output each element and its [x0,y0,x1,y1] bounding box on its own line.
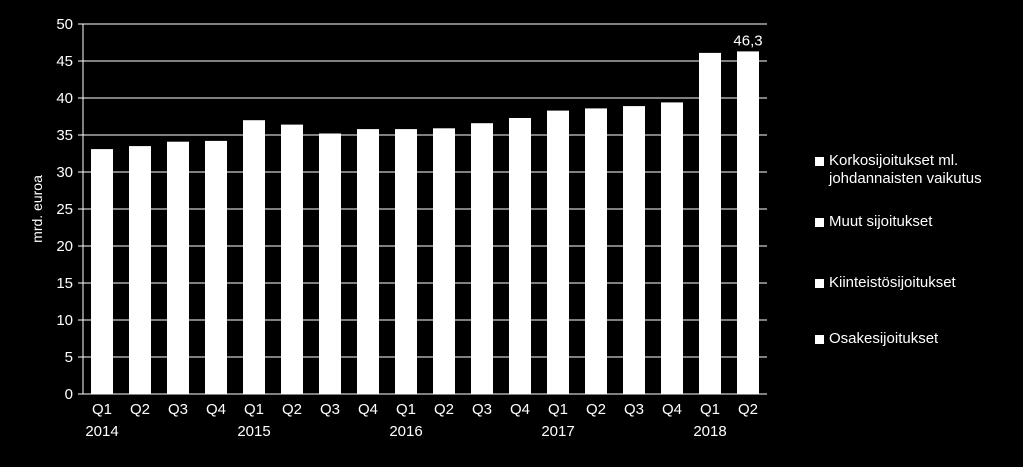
legend-swatch [815,335,824,344]
y-tick-label: 40 [56,90,73,107]
x-axis: Q1 Q2 Q3 Q4 Q1 Q2 Q3 Q4 Q1 Q2 Q3 Q4 Q1 Q2 Q3 Q4 Q1 Q2 2014… [83,393,767,440]
data-labels: 46,3 [733,32,762,49]
y-tick-label: 50 [56,16,73,33]
bar [509,118,531,394]
y-tick-label: 25 [56,201,73,218]
x-tick-label: Q2 [586,401,606,418]
y-tick-label: 5 [65,349,73,366]
bar [395,129,417,394]
bars [91,51,759,395]
bar [471,123,493,394]
legend-label: Osakesijoitukset [829,330,939,347]
x-tick-label: Q1 [396,401,416,418]
x-year-label: 2014 [85,423,118,440]
legend-swatch [815,279,824,288]
bar [737,51,759,395]
y-axis-label: mrd. euroa [29,175,45,243]
legend-label: Muut sijoitukset [829,213,933,230]
x-tick-label: Q2 [434,401,454,418]
x-tick-label: Q3 [624,401,644,418]
x-year-label: 2016 [389,423,422,440]
x-tick-label: Q2 [738,401,758,418]
x-tick-label: Q1 [548,401,568,418]
bar [623,106,645,394]
gridlines [83,23,767,395]
y-tick-label: 0 [65,386,73,403]
y-tick-label: 10 [56,312,73,329]
legend-label: Korkosijoitukset ml. johdannaisten vaiku… [829,152,982,188]
bar [243,120,265,394]
x-tick-label: Q1 [700,401,720,418]
bar [319,133,341,394]
legend-label: Kiinteistösijoitukset [829,274,956,291]
x-tick-label: Q2 [282,401,302,418]
y-tick-label: 15 [56,275,73,292]
legend-label-line: johdannaisten vaikutus [829,170,982,187]
y-tick-label: 45 [56,53,73,70]
x-tick-label: Q2 [130,401,150,418]
x-year-label: 2015 [237,423,270,440]
bar [167,141,189,394]
bar [357,129,379,394]
x-tick-label: Q1 [244,401,264,418]
x-tick-label: Q4 [206,401,226,418]
bar [129,146,151,394]
bar [281,124,303,394]
legend-swatch [815,218,824,227]
bar [433,128,455,395]
x-tick-label: Q3 [472,401,492,418]
y-axis: 0 5 10 15 20 25 30 35 40 45 50 [56,16,84,403]
bar [699,52,721,395]
x-tick-label: Q3 [320,401,340,418]
bar [547,110,569,394]
bar [661,102,683,395]
x-tick-label: Q4 [662,401,682,418]
x-year-label: 2018 [693,423,726,440]
legend-swatch [815,157,824,166]
x-tick-label: Q4 [510,401,530,418]
x-tick-label: Q1 [92,401,112,418]
x-year-label: 2017 [541,423,574,440]
bar [205,140,227,394]
y-tick-label: 35 [56,127,73,144]
y-tick-label: 20 [56,238,73,255]
x-tick-label: Q3 [168,401,188,418]
y-tick-label: 30 [56,164,73,181]
data-label: 46,3 [733,32,762,49]
legend-label-line: Korkosijoitukset ml. [829,152,959,169]
bar [91,149,113,394]
bar [585,108,607,395]
x-tick-label: Q4 [358,401,378,418]
